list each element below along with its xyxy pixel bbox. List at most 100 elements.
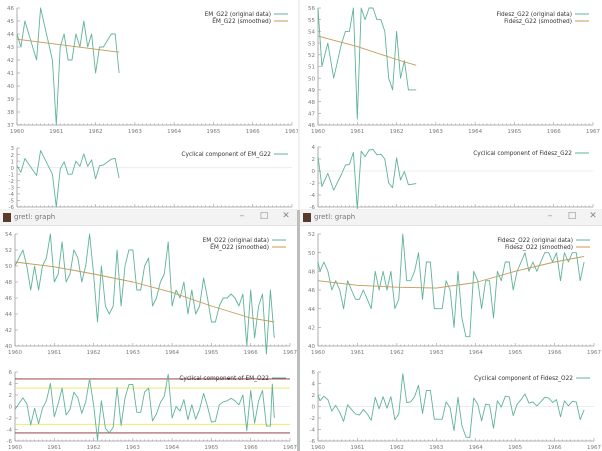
cycle-y-tick-label: 0 [312,405,316,411]
cycle-x-tick-label: 1965 [204,445,218,451]
cycle-y-tick-label: 1 [11,159,15,165]
graph-window-em-o22: gretl: graph – □ ✕ 40 42 44 46 48 50 52 54 1960 1… [0,210,297,451]
main-y-tick-label: 38 [7,110,14,116]
cycle-x-tick-label: 1966 [244,445,258,451]
minimize-icon[interactable]: – [547,211,553,221]
main-x-tick-label: 1967 [586,129,600,135]
main-x-tick-label: 1960 [311,350,325,356]
main-x-tick-label: 1964 [167,129,181,135]
cycle-x-tick-label: 1964 [469,445,483,451]
main-y-tick-label: 37 [7,123,14,129]
main-y-tick-label: 46 [5,296,12,302]
main-y-tick-label: 40 [308,344,315,350]
graph-window-fidesz-g22: 46 47 48 49 50 51 52 53 54 55 56 1960 1961 1962 1963 19… [300,0,602,209]
window-titlebar[interactable]: gretl: graph – □ ✕ [300,210,602,226]
main-x-tick-label: 1961 [49,129,63,135]
main-x-tick-label: 1960 [10,129,24,135]
window-titlebar[interactable]: gretl: graph – □ ✕ [0,210,297,226]
main-y-tick-label: 47 [308,112,315,118]
main-x-tick-label: 1965 [507,129,521,135]
main-y-tick-label: 54 [5,232,12,238]
original-data-line [317,7,417,120]
cyclical-component-line [317,148,417,209]
main-y-tick-label: 44 [5,312,12,318]
main-y-tick-label: 50 [308,76,315,82]
main-y-tick-label: 50 [308,251,315,257]
cycle-y-tick-label: 4 [312,145,316,151]
cycle-x-tick-label: 1961 [47,445,61,451]
main-y-tick-label: 55 [308,18,315,24]
main-x-tick-label: 1964 [165,350,179,356]
main-x-tick-label: 1963 [126,350,140,356]
main-x-tick-label: 1961 [47,350,61,356]
close-icon[interactable]: ✕ [282,211,290,221]
main-y-tick-label: 43 [7,45,14,51]
maximize-icon[interactable]: □ [259,211,269,221]
cycle-y-tick-label: 4 [312,382,316,388]
main-y-tick-label: 53 [308,41,315,47]
main-x-tick-label: 1962 [87,350,101,356]
main-y-tick-label: 45 [7,19,14,25]
cycle-x-tick-label: 1963 [126,445,140,451]
main-y-tick-label: 51 [308,65,315,71]
main-x-tick-label: 1964 [468,129,482,135]
window-title: gretl: graph [314,213,356,221]
main-y-tick-label: 40 [7,84,14,90]
main-x-tick-label: 1967 [587,350,601,356]
smoothed-line [317,255,585,289]
cycle-y-tick-label: -3 [9,186,15,192]
main-y-tick-label: 52 [308,53,315,59]
cycle-y-tick-label: 2 [11,153,15,159]
cycle-y-tick-label: 0 [9,405,13,411]
cycle-x-tick-label: 1965 [508,445,522,451]
main-x-tick-label: 1963 [429,350,443,356]
main-y-tick-label: 48 [308,100,315,106]
cyclical-component-line [16,150,120,208]
legend-label-original: EM_O22 (original data) [203,238,269,244]
main-x-tick-label: 1966 [548,350,562,356]
main-y-tick-label: 39 [7,97,14,103]
cycle-y-tick-label: 2 [312,157,316,163]
window-border [297,210,300,451]
cycle-x-tick-label: 1966 [548,445,562,451]
legend-label-cyclical: Cyclical component of EM_G22 [181,152,271,158]
minimize-icon[interactable]: – [239,211,245,221]
gretl-app-icon [303,213,311,222]
main-x-tick-label: 1965 [508,350,522,356]
cycle-y-tick-label: -2 [7,416,12,422]
main-y-tick-label: 42 [308,326,315,332]
main-x-tick-label: 1962 [390,350,404,356]
main-y-tick-label: 46 [308,123,315,129]
close-icon[interactable]: ✕ [589,211,597,221]
graph-window-em-g22: 37 38 39 40 41 42 43 44 45 46 1960 1961 1962 1963 1964… [0,0,298,209]
main-x-tick-label: 1960 [8,350,22,356]
chart-em-g22: 37 38 39 40 41 42 43 44 45 46 1960 1961 1962 1963 1964… [7,6,298,209]
main-x-tick-label: 1960 [311,129,325,135]
main-y-tick-label: 42 [7,58,14,64]
cycle-y-tick-label: -4 [310,428,316,434]
main-x-tick-label: 1966 [547,129,561,135]
main-y-tick-label: 40 [5,344,12,350]
main-y-tick-label: 50 [5,264,12,270]
cycle-y-tick-label: 6 [312,370,316,376]
main-y-tick-label: 44 [308,307,315,313]
main-x-tick-label: 1962 [89,129,103,135]
main-x-tick-label: 1962 [390,129,404,135]
cycle-y-tick-label: -4 [9,192,15,198]
main-y-tick-label: 42 [5,328,12,334]
legend-label-cyclical: Cyclical component of Fidesz_O22 [474,376,573,382]
cycle-x-tick-label: 1961 [350,445,364,451]
main-x-tick-label: 1967 [283,350,297,356]
cycle-x-tick-label: 1962 [87,445,101,451]
main-y-tick-label: 52 [5,248,12,254]
cycle-y-tick-label: -6 [310,205,316,209]
legend-label-smoothed: EM_O22 (smoothed) [210,245,269,251]
cycle-y-tick-label: -6 [7,439,13,445]
gretl-app-icon [3,213,11,222]
maximize-icon[interactable]: □ [567,211,577,221]
legend-label-original: EM_G22 (original data) [205,12,271,18]
legend-label-smoothed: Fidesz_G22 (smoothed) [504,19,572,25]
main-y-tick-label: 52 [308,232,315,238]
